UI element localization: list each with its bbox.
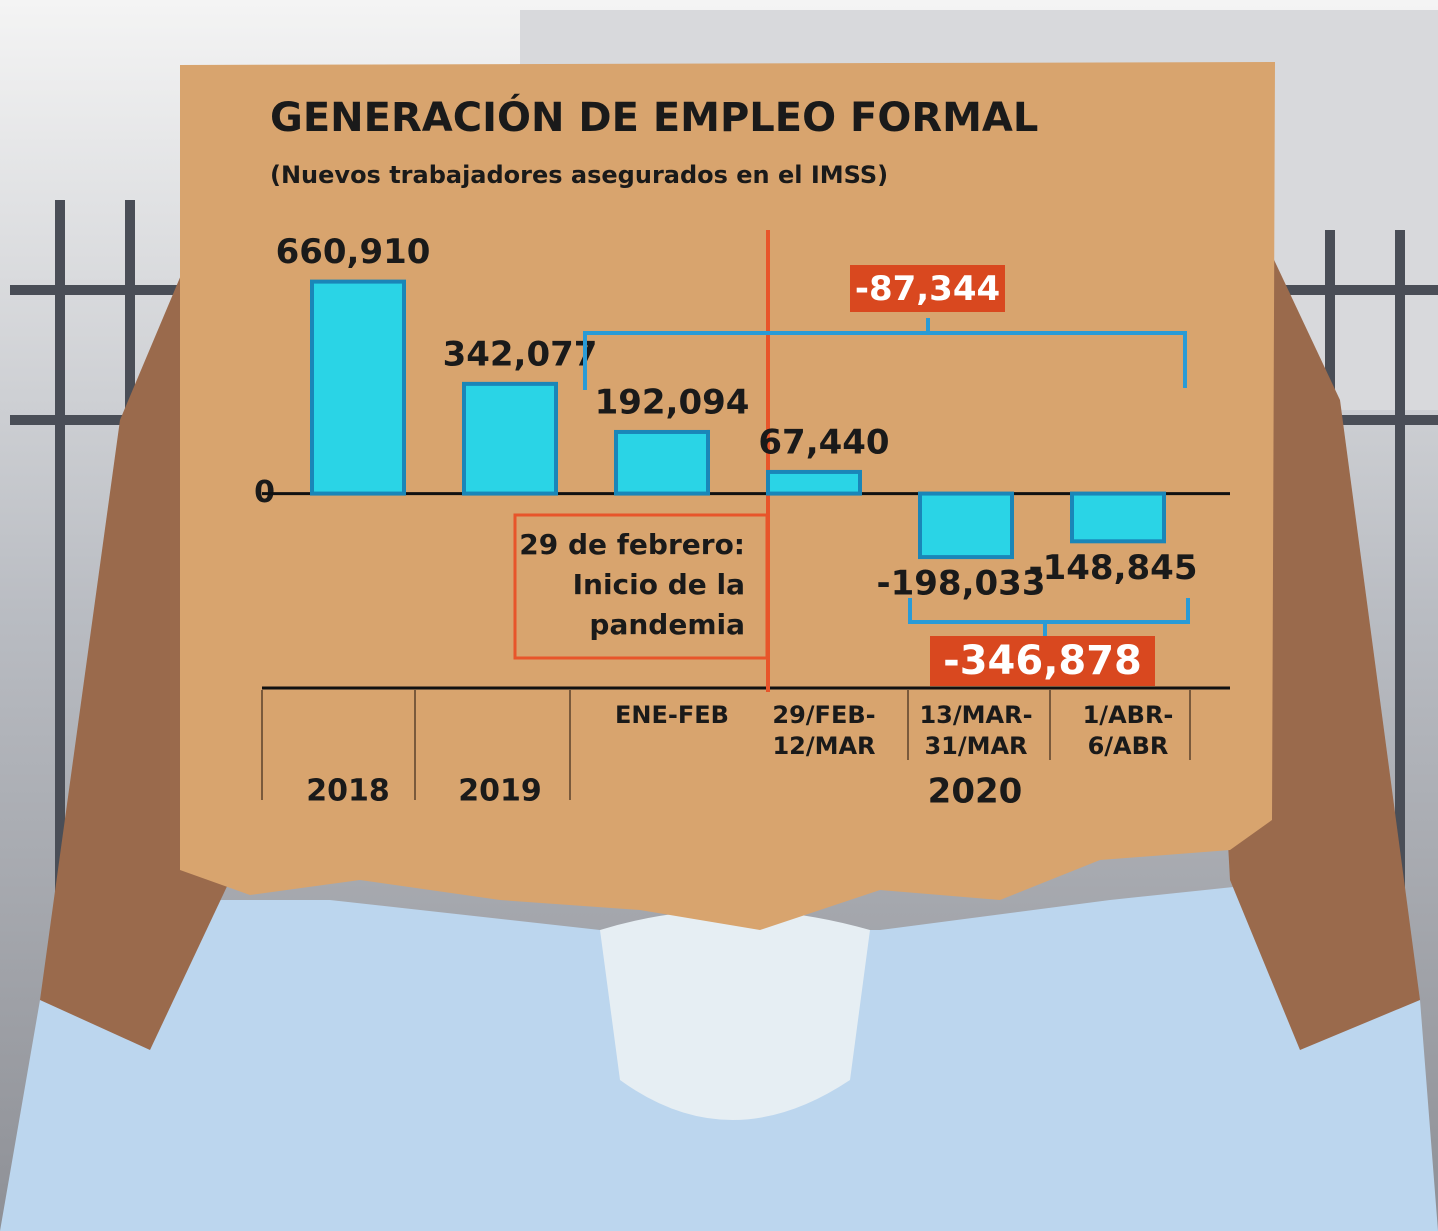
value-label: -198,033 [877,564,1046,604]
x-tick-label: 29/FEB- [772,701,875,729]
x-tick-label: 12/MAR [772,732,875,760]
value-label: 660,910 [276,232,431,272]
category-separators [261,690,1191,800]
sum-bracket [583,318,1187,390]
x-tick-label: 13/MAR- [919,701,1032,729]
bar [766,469,862,496]
sum-label-box [930,636,1155,686]
event-note: 29 de febrero: [519,528,745,561]
x-tick-label: 6/ABR [1088,732,1169,760]
event-note: pandemia [589,608,745,641]
value-label: 342,077 [443,334,598,374]
sum-label-box [850,265,1005,312]
value-label: 192,094 [595,382,750,422]
bar [918,491,1014,560]
sum-label: -346,878 [943,638,1142,684]
x-tick-label: 2018 [306,774,390,809]
event-note: Inicio de la [573,568,745,601]
x-tick-label: ENE-FEB [615,701,729,729]
value-label: 67,440 [758,422,889,462]
bar [614,429,710,496]
bar [310,279,406,496]
x-tick-label: 1/ABR- [1083,701,1174,729]
chart-subtitle: (Nuevos trabajadores asegurados en el IM… [270,161,888,189]
bar [462,381,558,496]
x-tick-label: 31/MAR [924,732,1027,760]
chart-title: GENERACIÓN DE EMPLEO FORMAL [270,93,1038,141]
mask [600,910,870,1120]
value-label: -148,845 [1029,548,1198,588]
bar [1070,491,1166,544]
group-label: 2020 [928,772,1023,812]
x-tick-label: 2019 [458,774,542,809]
sum-label: -87,344 [855,269,1000,309]
